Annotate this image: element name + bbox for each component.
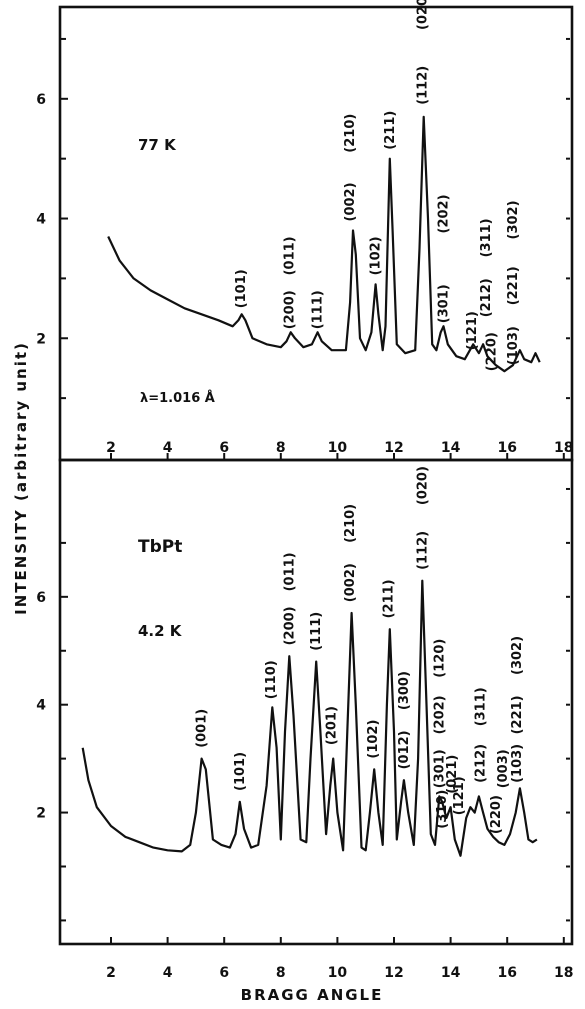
bottom-peak-label: (211) <box>381 579 396 618</box>
bottom-peak-label: (301) <box>432 749 447 788</box>
bottom-peak-label: (311) <box>473 687 488 726</box>
bottom-x-tick-label: 4 <box>163 965 173 981</box>
top-peak-label: (121) <box>465 311 480 350</box>
top-x-tick-label: 6 <box>219 440 229 456</box>
bottom-peak-label: (020) <box>415 466 430 505</box>
top-x-tick-label: 8 <box>276 440 286 456</box>
top-peak-label: (212) <box>479 278 494 317</box>
wavelength-label: λ=1.016 Å <box>140 390 215 406</box>
top-peak-label: (020) <box>415 0 430 30</box>
top-peak-label: (220) <box>485 332 500 371</box>
top-y-tick-label: 4 <box>36 212 46 228</box>
top-peak-label: (101) <box>234 269 249 308</box>
bottom-peak-label: (021) <box>445 755 460 794</box>
top-peak-label: (011) <box>282 236 297 275</box>
bottom-peak-label: (212) <box>473 744 488 783</box>
bottom-peak-label: (202) <box>432 695 447 734</box>
bottom-x-tick-label: 10 <box>328 965 348 981</box>
top-panel: 2 4 6 8 10 12 14 16 18 2 4 6 (101) (200) (011) (111) (00… <box>36 0 574 460</box>
bottom-y-tick-label: 4 <box>36 698 46 714</box>
bottom-peak-label: (121) <box>452 776 467 815</box>
bottom-peak-label: (001) <box>195 709 210 748</box>
top-peak-label: (200) <box>282 290 297 329</box>
top-peak-label: (202) <box>437 194 452 233</box>
top-x-tick-label: 2 <box>106 440 116 456</box>
bottom-x-tick-label: 12 <box>384 965 403 981</box>
bottom-peak-label: (111) <box>309 612 324 651</box>
top-x-tick-label: 12 <box>384 440 403 456</box>
bottom-peak-label: (002) <box>343 563 358 602</box>
top-x-tick-label: 16 <box>497 440 516 456</box>
top-y-tick-label: 2 <box>36 331 46 347</box>
top-x-tick-label: 4 <box>163 440 173 456</box>
bottom-panel: 2 4 6 8 10 12 14 16 18 2 4 6 (001) (101) (110)(200) (01… <box>36 466 573 981</box>
bottom-y-tick-label: 6 <box>36 590 46 606</box>
bottom-x-tick-label: 14 <box>441 965 461 981</box>
top-peak-label: (221) <box>506 266 521 305</box>
bottom-peak-label: (200) <box>282 606 297 645</box>
top-peak-label: (102) <box>369 236 384 275</box>
bottom-temperature-label: 4.2 K <box>138 622 183 640</box>
bottom-peak-label: (220) <box>489 795 504 834</box>
top-peak-label: (103) <box>506 326 521 365</box>
top-peak-label: (211) <box>383 111 398 150</box>
bottom-x-tick-label: 2 <box>106 965 116 981</box>
top-x-tick-label: 14 <box>441 440 461 456</box>
bottom-peak-label: (011) <box>282 552 297 591</box>
top-peak-label: (002) <box>343 182 358 221</box>
bottom-panel-frame <box>58 458 574 946</box>
compound-label: TbPt <box>138 537 182 557</box>
bottom-peak-label: (102) <box>366 720 381 759</box>
bottom-x-tick-label: 18 <box>554 965 573 981</box>
bottom-x-tick-label: 16 <box>497 965 516 981</box>
bottom-peak-label: (003) <box>496 749 511 788</box>
bottom-peak-label: (221) <box>510 695 525 734</box>
top-peak-label: (210) <box>343 114 358 153</box>
top-peak-label: (111) <box>311 290 326 329</box>
bottom-peak-label: (110) <box>264 660 279 699</box>
bottom-y-tick-label: 2 <box>36 806 46 822</box>
top-peak-label: (302) <box>506 200 521 239</box>
y-axis-label: INTENSITY (arbitrary unit) <box>12 341 30 615</box>
bottom-peak-label: (300) <box>397 671 412 710</box>
bottom-peak-label: (201) <box>325 706 340 745</box>
bottom-peak-label: (210) <box>343 504 358 543</box>
bottom-x-tick-label: 8 <box>276 965 286 981</box>
bottom-peak-label: (101) <box>233 752 248 791</box>
top-peak-label: (311) <box>479 218 494 257</box>
bottom-x-tick-label: 6 <box>219 965 229 981</box>
x-axis-label: BRAGG ANGLE <box>241 986 384 1004</box>
top-temperature-label: 77 K <box>138 136 177 154</box>
bottom-diffraction-curve <box>81 579 538 857</box>
top-x-tick-label: 10 <box>328 440 348 456</box>
bottom-peak-label: (302) <box>510 636 525 675</box>
top-peak-label: (112) <box>415 66 430 105</box>
bottom-peak-label: (120) <box>432 639 447 678</box>
top-x-tick-label: 18 <box>554 440 573 456</box>
bottom-peak-label: (012) <box>397 730 412 769</box>
top-y-tick-label: 6 <box>36 92 46 108</box>
top-peak-label: (301) <box>437 284 452 323</box>
top-diffraction-curve <box>107 115 541 373</box>
bottom-peak-label: (112) <box>415 531 430 570</box>
bottom-peak-label: (310) <box>435 790 450 829</box>
bottom-peak-label: (103) <box>510 744 525 783</box>
top-panel-frame <box>58 5 574 462</box>
